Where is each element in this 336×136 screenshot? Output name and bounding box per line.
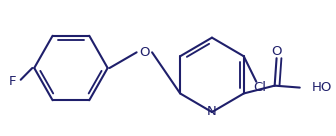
Text: F: F [9, 75, 17, 88]
Text: Cl: Cl [254, 81, 267, 94]
Text: HO: HO [311, 81, 332, 94]
Text: O: O [271, 45, 282, 58]
Text: O: O [139, 46, 150, 59]
Text: N: N [207, 105, 217, 118]
